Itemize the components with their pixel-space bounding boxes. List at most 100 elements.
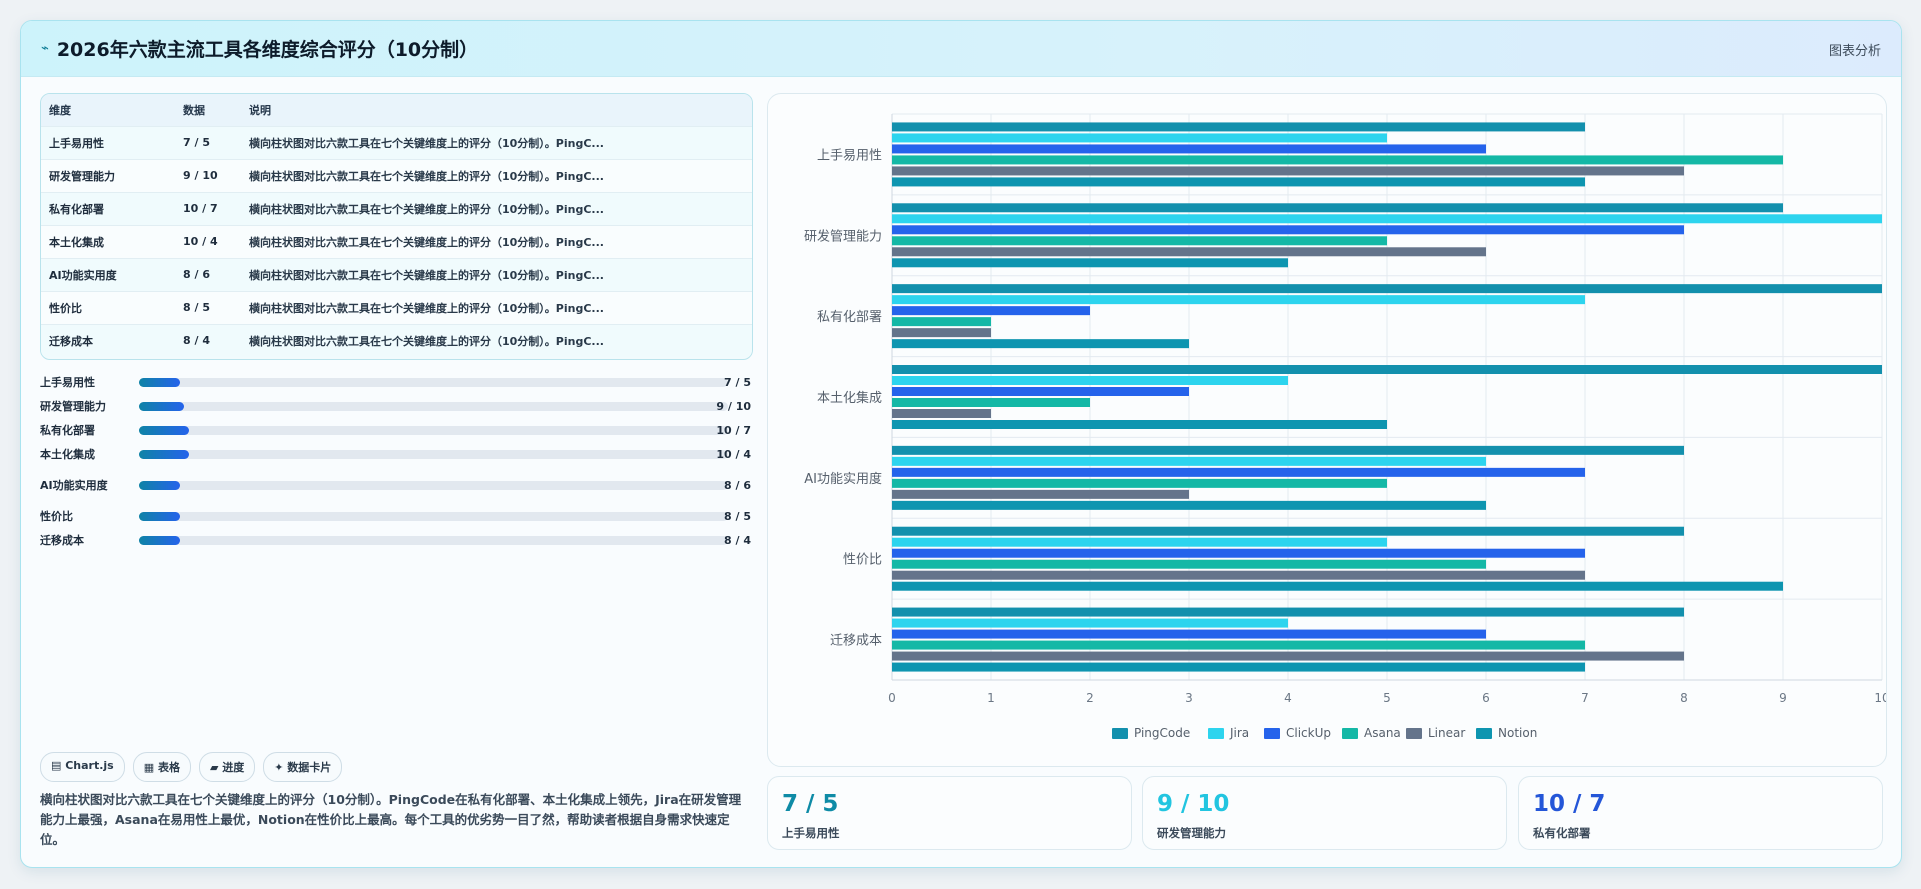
bar-pingcode <box>892 445 1684 455</box>
y-tick-label: 研发管理能力 <box>804 228 882 244</box>
bar-pingcode <box>892 365 1882 374</box>
bar-jira <box>892 537 1387 547</box>
data-table: 维度 数据 说明 上手易用性 7 / 5 横向柱状图对比六款工具在七个关键维度上的评… <box>40 93 753 360</box>
table-row: 迁移成本 8 / 4 横向柱状图对比六款工具在七个关键维度上的评分（10分制）。Pi… <box>41 323 752 357</box>
progress-fill <box>139 511 181 521</box>
x-tick-label: 5 <box>1383 691 1391 705</box>
kpi-label: 上手易用性 <box>782 826 840 840</box>
x-tick-label: 4 <box>1284 691 1292 705</box>
progress-row: 私有化部署 10 / 7 <box>40 418 751 442</box>
cell-desc: 横向柱状图对比六款工具在七个关键维度上的评分（10分制）。PingC... <box>241 323 752 357</box>
bar-notion <box>892 581 1783 591</box>
cell-desc: 横向柱状图对比六款工具在七个关键维度上的评分（10分制）。PingC... <box>241 290 752 324</box>
legend-label: Jira <box>1229 726 1249 740</box>
progress-fill <box>139 535 181 545</box>
chart-caption: 横向柱状图对比六款工具在七个关键维度上的评分（10分制）。PingCode在私有… <box>40 792 742 847</box>
x-tick-label: 9 <box>1779 691 1787 705</box>
bar-notion <box>892 500 1486 510</box>
x-tick-label: 6 <box>1482 691 1490 705</box>
chart-analysis-label[interactable]: 图表分析 <box>1828 44 1881 59</box>
y-tick-label: 上手易用性 <box>817 148 882 163</box>
table-row: AI功能实用度 8 / 6 横向柱状图对比六款工具在七个关键维度上的评分（10分制）… <box>41 257 752 291</box>
table-row: 上手易用性 7 / 5 横向柱状图对比六款工具在七个关键维度上的评分（10分制）。P… <box>41 125 752 159</box>
bar-jira <box>892 456 1486 466</box>
y-tick-label: 性价比 <box>843 553 882 568</box>
legend-label: Notion <box>1498 726 1537 740</box>
legend-label: Linear <box>1428 726 1465 740</box>
bar-pingcode <box>892 284 1882 294</box>
progress-track <box>139 535 728 545</box>
chip-chartjs[interactable]: ▤ Chart.js <box>40 752 125 782</box>
bar-asana <box>892 317 991 327</box>
y-tick-label: 私有化部署 <box>817 310 882 325</box>
progress-track <box>139 449 728 459</box>
x-tick-label: 8 <box>1680 691 1688 705</box>
x-tick-label: 2 <box>1086 691 1094 705</box>
progress-fill <box>139 377 181 387</box>
x-tick-label: 7 <box>1581 691 1589 705</box>
legend-swatch <box>1208 728 1224 739</box>
bar-notion <box>892 258 1288 268</box>
progress-track <box>139 480 728 490</box>
bar-clickup <box>892 467 1585 477</box>
bar-pingcode <box>892 122 1585 132</box>
progress-row: 性价比 8 / 5 <box>40 504 751 528</box>
progress-row: 迁移成本 8 / 4 <box>40 528 751 552</box>
bar-asana <box>892 236 1387 246</box>
cell-val: 7 / 5 <box>175 125 241 159</box>
progress-track <box>139 425 728 435</box>
bar-notion <box>892 662 1585 672</box>
chip-progress[interactable]: ▰ 进度 <box>198 752 256 782</box>
legend-swatch <box>1342 728 1358 739</box>
progress-row: 研发管理能力 9 / 10 <box>40 394 751 418</box>
table-row: 研发管理能力 9 / 10 横向柱状图对比六款工具在七个关键维度上的评分（10分制）… <box>41 158 752 192</box>
page-title: ⌁ 2026年六款主流工具各维度综合评分（10分制） <box>41 35 478 62</box>
progress-fill <box>139 425 190 435</box>
bar-jira <box>892 214 1882 224</box>
bar-jira <box>892 376 1288 385</box>
progress-value: 10 / 4 <box>716 447 751 461</box>
cell-val: 8 / 5 <box>175 290 241 324</box>
legend-label: Asana <box>1364 726 1401 740</box>
kpi-value: 10 / 7 <box>1533 791 1606 817</box>
y-tick-label: AI功能实用度 <box>804 471 882 487</box>
bar-clickup <box>892 548 1585 558</box>
progress-value: 8 / 6 <box>724 478 751 492</box>
chart-card: ⌁ 2026年六款主流工具各维度综合评分（10分制） 图表分析 维度 数据 说明… <box>20 20 1902 868</box>
table-row: 私有化部署 10 / 7 横向柱状图对比六款工具在七个关键维度上的评分（10分制）。… <box>41 191 752 225</box>
cell-val: 9 / 10 <box>175 158 241 192</box>
cell-val: 10 / 4 <box>175 224 241 258</box>
bar-jira <box>892 133 1387 143</box>
progress-label: 本土化集成 <box>40 447 95 461</box>
progress-label: 迁移成本 <box>40 533 84 547</box>
x-tick-label: 1 <box>987 691 995 705</box>
chip-table[interactable]: ▦ 表格 <box>132 752 191 782</box>
bar-linear <box>892 409 991 418</box>
chip-data-card[interactable]: ✦ 数据卡片 <box>263 752 343 782</box>
kpi-label: 研发管理能力 <box>1157 826 1226 840</box>
legend-swatch <box>1264 728 1280 739</box>
progress-row: 上手易用性 7 / 5 <box>40 370 751 394</box>
legend-label: PingCode <box>1134 726 1190 740</box>
bar-clickup <box>892 629 1486 639</box>
cell-val: 8 / 4 <box>175 323 241 357</box>
bar-jira <box>892 618 1288 628</box>
progress-label: AI功能实用度 <box>40 478 108 492</box>
progress-value: 10 / 7 <box>716 423 751 437</box>
progress-track <box>139 377 728 387</box>
kpi-value: 7 / 5 <box>782 791 839 817</box>
col-dim-header: 维度 <box>49 103 71 117</box>
col-val-header: 数据 <box>183 103 205 117</box>
progress-label: 性价比 <box>40 509 73 523</box>
legend-swatch <box>1476 728 1492 739</box>
progress-label: 研发管理能力 <box>40 399 106 413</box>
bar-linear <box>892 651 1684 661</box>
bar-clickup <box>892 387 1189 396</box>
tech-chips: ▤ Chart.js ▦ 表格 ▰ 进度 ✦ 数据卡片 <box>40 752 343 782</box>
kpi-card: 10 / 7 私有化部署 <box>1518 776 1883 850</box>
progress-fill <box>139 449 190 459</box>
cell-val: 10 / 7 <box>175 191 241 225</box>
bar-clickup <box>892 306 1090 316</box>
